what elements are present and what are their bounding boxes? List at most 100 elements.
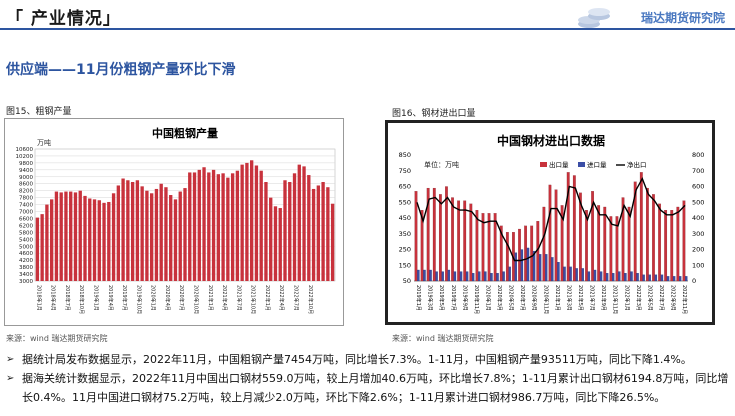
- export-bar: [615, 216, 619, 282]
- x-tick-label: 2020年11月: [542, 285, 549, 314]
- bar: [164, 187, 168, 281]
- export-bar: [652, 194, 655, 282]
- import-bar: [672, 276, 676, 282]
- export-bar: [451, 197, 454, 282]
- import-bar: [630, 271, 633, 282]
- import-bar: [636, 273, 639, 282]
- arrow-bullet-icon: ➢: [6, 373, 15, 384]
- bar: [111, 193, 116, 281]
- bar: [88, 198, 92, 281]
- bar: [183, 188, 187, 281]
- bar: [302, 166, 306, 281]
- bar: [154, 188, 159, 281]
- x-tick-label: 2022年4月: [278, 285, 285, 311]
- import-bar: [551, 257, 554, 282]
- export-bar: [426, 187, 430, 282]
- bar: [250, 160, 254, 281]
- bar: [159, 183, 163, 281]
- coins-icon: [578, 8, 610, 28]
- import-bar: [441, 271, 444, 282]
- x-tick-label: 2022年1月: [264, 285, 271, 311]
- legend-label-import: 进口量: [587, 161, 607, 169]
- bar: [45, 204, 49, 281]
- bar: [197, 169, 201, 281]
- x-tick-label: 2020年7月: [178, 285, 185, 311]
- y-tick-label: 8200: [19, 189, 33, 195]
- import-bar: [417, 269, 420, 282]
- export-bar: [493, 213, 497, 282]
- import-bar: [660, 274, 664, 282]
- bar: [50, 199, 54, 281]
- import-bar: [532, 250, 536, 282]
- export-bar: [548, 184, 552, 282]
- bar: [273, 206, 278, 281]
- bar: [135, 180, 140, 281]
- y-tick-label: 5400: [19, 237, 33, 243]
- y-tick-label: 3000: [19, 279, 33, 285]
- bar: [297, 164, 301, 281]
- x-tick-label: 2020年7月: [519, 285, 526, 311]
- bar: [307, 175, 311, 281]
- bar: [321, 182, 325, 281]
- import-bar: [471, 273, 475, 282]
- import-bar: [557, 262, 560, 282]
- bar: [121, 178, 125, 281]
- export-bar: [633, 181, 637, 282]
- y-tick-label: 9000: [19, 175, 33, 181]
- figure-caption-left: 图15、粗钢产量: [6, 107, 72, 117]
- import-bar: [593, 269, 597, 282]
- x-tick-label: 2018年1月: [35, 285, 42, 311]
- y-tick-label-right: 500: [692, 198, 704, 206]
- import-bar: [490, 273, 493, 282]
- x-tick-label: 2021年7月: [235, 285, 242, 311]
- bar: [173, 199, 178, 281]
- x-tick-label: 2022年3月: [635, 285, 642, 311]
- bar: [140, 186, 144, 281]
- export-bar: [682, 200, 686, 282]
- x-tick-label: 2020年1月: [484, 285, 491, 311]
- bar: [278, 208, 282, 281]
- y-tick-label-left: 150: [399, 261, 411, 269]
- bar: [311, 188, 316, 281]
- y-tick-label: 4600: [19, 251, 33, 257]
- y-tick-label-left: 550: [399, 198, 411, 206]
- x-tick-label: 2018年10月: [78, 285, 85, 314]
- bar: [288, 182, 292, 281]
- y-tick-label: 5800: [19, 230, 33, 236]
- x-tick-label: 2019年7月: [121, 285, 128, 311]
- export-bar: [554, 189, 558, 282]
- import-bar: [478, 271, 481, 282]
- bar: [102, 202, 106, 281]
- bar: [269, 197, 273, 281]
- import-bar: [465, 271, 469, 282]
- import-bar: [605, 273, 609, 282]
- x-tick-label: 2022年7月: [293, 285, 300, 311]
- source-note-left: 来源：wind 瑞达期货研究院: [6, 334, 108, 343]
- export-bar: [457, 200, 461, 282]
- bar: [230, 173, 235, 281]
- bar: [192, 172, 197, 281]
- brand-logo: 瑞达期货研究院: [575, 4, 725, 30]
- bar: [207, 172, 211, 281]
- export-bar: [463, 200, 467, 282]
- bar: [235, 170, 240, 281]
- y-tick-label-right: 400: [692, 214, 704, 222]
- bar: [92, 199, 97, 281]
- x-tick-label: 2020年4月: [164, 285, 171, 311]
- export-bar: [420, 210, 424, 282]
- import-bar: [648, 274, 651, 282]
- import-bar: [545, 254, 548, 282]
- bar: [107, 201, 111, 281]
- import-bar: [599, 271, 603, 282]
- bar: [240, 164, 244, 281]
- import-bar: [453, 271, 457, 282]
- bar: [264, 182, 268, 281]
- x-tick-label: 2022年11月: [681, 285, 688, 314]
- x-tick-label: 2018年4月: [50, 285, 57, 311]
- logo-text: 瑞达期货研究院: [640, 11, 725, 25]
- export-bar: [518, 228, 521, 282]
- export-bar: [505, 232, 509, 282]
- y-axis-unit: 万吨: [37, 138, 51, 147]
- export-bar: [438, 194, 442, 282]
- bar: [54, 191, 59, 281]
